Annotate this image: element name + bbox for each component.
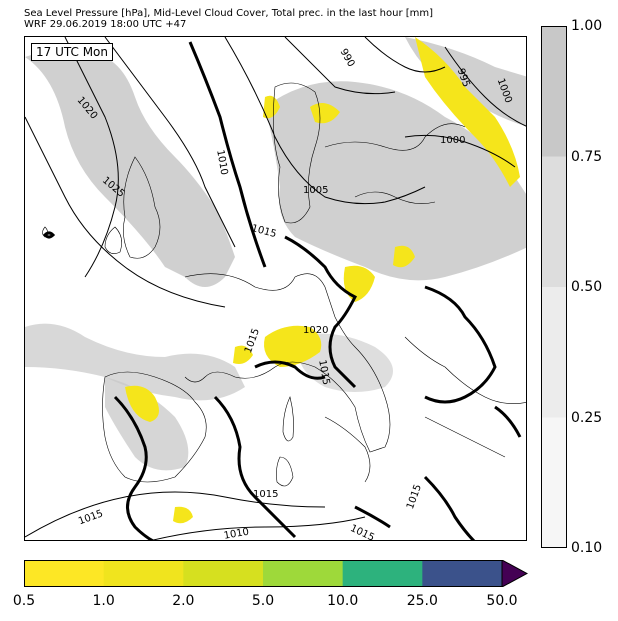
precip-tick-label: 2.0	[172, 593, 195, 609]
cloud-colorbar-segment	[541, 417, 567, 548]
precip-colorbar-extension	[501, 560, 528, 587]
isobar-label: 1005	[303, 185, 329, 196]
isobars-thick	[42, 41, 522, 540]
precip-tick-label: 5.0	[251, 593, 275, 609]
isobars-thin	[25, 37, 526, 540]
precip-colorbar-border	[24, 560, 503, 587]
precip-colorbar-segment	[103, 560, 184, 587]
precip-tick-label: 50.0	[486, 593, 518, 609]
precip-colorbar-segment	[263, 560, 344, 587]
isobar-label: 1000	[440, 135, 466, 146]
cloud-tick-label: 0.75	[571, 148, 603, 165]
cloud-colorbar-segment	[541, 287, 567, 418]
cloud-colorbar-segment	[541, 156, 567, 287]
coastlines	[42, 82, 526, 487]
precip-colorbar-segment	[24, 560, 105, 587]
precip-colorbar-segment	[422, 560, 503, 587]
precipitation-colorbar	[24, 560, 528, 587]
precip-tick-label: 25.0	[406, 593, 438, 609]
isobar-label: 1015	[253, 489, 279, 500]
cloud-colorbar-segment	[541, 26, 567, 157]
cloud-cover-colorbar	[541, 26, 567, 548]
cloud-tick-label: 0.10	[571, 540, 603, 556]
precip-colorbar-segment	[342, 560, 423, 587]
precip-tick-label: 10.0	[327, 593, 359, 609]
cloud-colorbar-border	[541, 26, 567, 548]
cloud-tick-label: 1.00	[571, 18, 603, 34]
chart-subtitle: WRF 29.06.2019 18:00 UTC +47	[24, 19, 187, 30]
precip-tick-label: 0.5	[12, 593, 36, 609]
precipitation-layer	[125, 37, 520, 524]
precip-tick-label: 1.0	[92, 593, 115, 609]
cloud-tick-label: 0.50	[571, 279, 603, 295]
precip-colorbar-segment	[183, 560, 264, 587]
time-label: 17 UTC Mon	[31, 43, 113, 61]
isobar-label: 1020	[303, 325, 329, 336]
weather-map: 990 995 1000 1000 1005 1010 1015 1015 1015 1015 10…	[24, 36, 527, 541]
map-canvas	[25, 37, 526, 540]
cloud-tick-label: 0.25	[571, 409, 603, 426]
chart-title: Sea Level Pressure [hPa], Mid-Level Clou…	[24, 8, 434, 19]
